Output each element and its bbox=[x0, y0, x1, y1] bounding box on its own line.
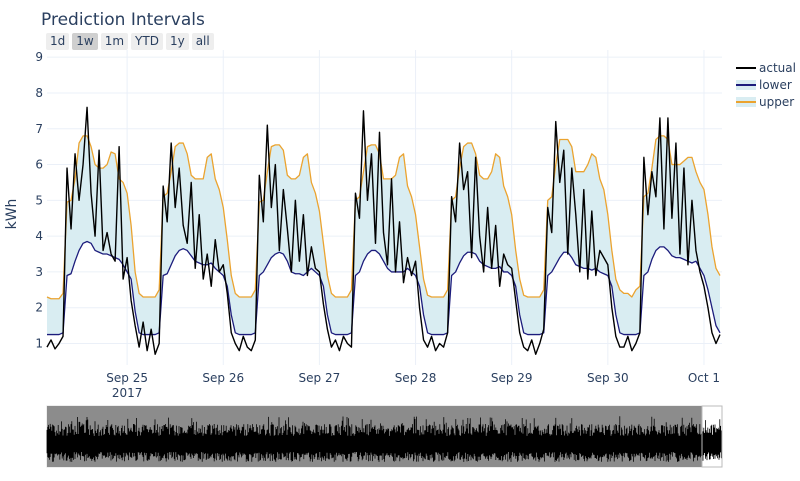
legend-item-lower[interactable]: lower bbox=[736, 78, 792, 92]
range-button-ytd[interactable]: YTD bbox=[131, 33, 163, 50]
y-tick-label: 2 bbox=[35, 301, 43, 315]
y-axis: 1 2 3 4 5 6 7 8 9 bbox=[35, 50, 43, 350]
legend-item-actual[interactable]: actual bbox=[736, 61, 796, 75]
x-tick-label: Sep 29 bbox=[491, 371, 533, 385]
range-slider-overview-trace bbox=[46, 416, 722, 462]
series-line-upper bbox=[46, 135, 721, 300]
y-tick-label: 7 bbox=[35, 122, 43, 136]
x-tick-label: Sep 27 bbox=[299, 371, 341, 385]
x-tick-year-label: 2017 bbox=[112, 386, 143, 400]
x-tick-label: Sep 28 bbox=[395, 371, 437, 385]
x-tick-label: Sep 26 bbox=[202, 371, 244, 385]
range-selector: 1d 1w 1m YTD 1y all bbox=[46, 33, 214, 50]
legend-item-upper[interactable]: upper bbox=[736, 95, 794, 109]
legend[interactable]: actual lower upper bbox=[736, 61, 796, 109]
legend-label: upper bbox=[759, 95, 794, 109]
range-button-all[interactable]: all bbox=[191, 33, 214, 50]
y-tick-label: 3 bbox=[35, 265, 43, 279]
y-tick-label: 6 bbox=[35, 158, 43, 172]
series-line-actual bbox=[46, 106, 721, 355]
y-tick-label: 5 bbox=[35, 193, 43, 207]
range-button-1d[interactable]: 1d bbox=[46, 33, 70, 50]
range-button-1w[interactable]: 1w bbox=[72, 33, 98, 50]
chart-title: Prediction Intervals bbox=[41, 10, 205, 30]
y-tick-label: 9 bbox=[35, 50, 43, 64]
x-tick-label: Sep 25 bbox=[106, 371, 148, 385]
range-slider[interactable] bbox=[46, 405, 723, 468]
x-tick-label: Oct 1 bbox=[688, 371, 720, 385]
series-lines bbox=[46, 106, 721, 355]
x-tick-label: Sep 30 bbox=[587, 371, 629, 385]
y-tick-label: 4 bbox=[35, 229, 43, 243]
y-tick-label: 1 bbox=[35, 337, 43, 351]
legend-label: actual bbox=[759, 61, 796, 75]
range-button-1m[interactable]: 1m bbox=[100, 33, 129, 50]
range-slider-window[interactable] bbox=[701, 405, 723, 468]
y-axis-label: kWh bbox=[4, 199, 20, 230]
range-button-1y[interactable]: 1y bbox=[165, 33, 189, 50]
legend-label: lower bbox=[759, 78, 792, 92]
y-tick-label: 8 bbox=[35, 86, 43, 100]
